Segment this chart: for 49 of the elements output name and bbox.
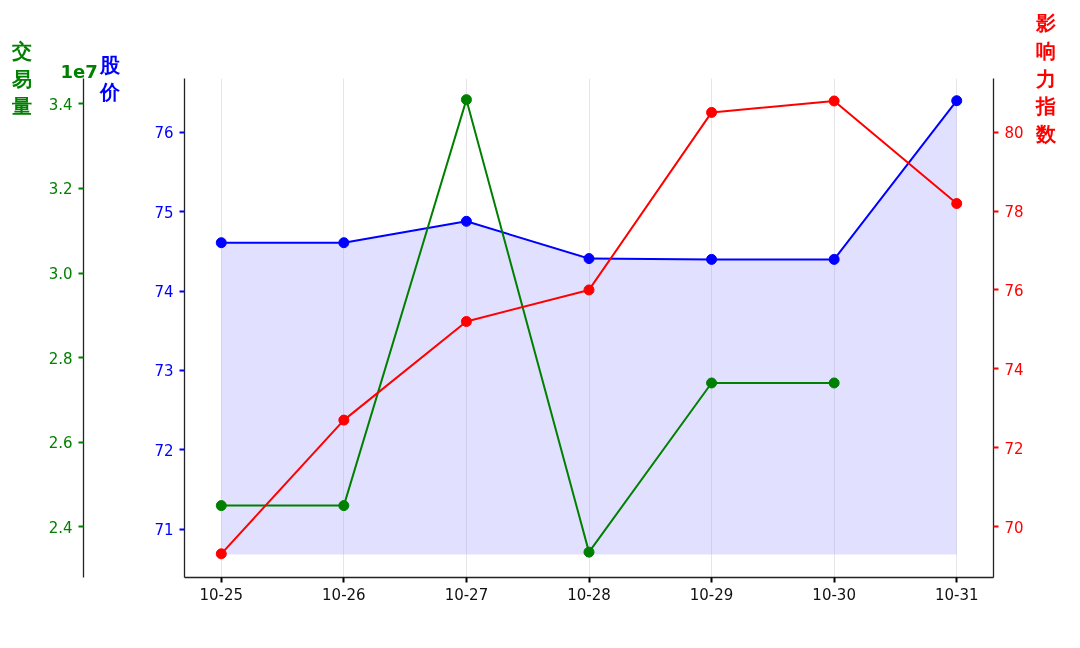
point	[828, 95, 840, 107]
y3-axis-title: 交易量	[10, 38, 32, 119]
y2-tick-label: 70	[1004, 518, 1024, 537]
point	[338, 414, 350, 426]
point	[951, 198, 963, 210]
x-tick-label: 10-29	[689, 585, 734, 604]
y2-tick-label: 80	[1004, 124, 1024, 143]
y2-tick-label: 78	[1004, 203, 1024, 222]
y2-tick-label: 76	[1004, 281, 1024, 300]
point	[460, 316, 472, 327]
text: 1e7	[60, 60, 98, 82]
x-tick-label: 10-31	[934, 585, 979, 604]
y-tick-label: 75	[154, 203, 174, 222]
x-tick-label: 10-27	[444, 585, 489, 604]
point	[460, 215, 472, 227]
y3-tick-label: 3.0	[48, 265, 73, 284]
y2-tick-label: 72	[1004, 439, 1024, 458]
point	[215, 500, 227, 512]
y2-tick-label: 74	[1004, 360, 1024, 379]
point	[706, 106, 718, 118]
point	[338, 500, 350, 512]
x-tick-label: 10-25	[199, 585, 244, 604]
y3-tick-label: 2.8	[48, 349, 73, 368]
y-tick-label: 76	[154, 124, 174, 143]
x-tick-label: 10-30	[812, 585, 856, 604]
point	[583, 546, 595, 558]
point	[828, 253, 840, 265]
point	[215, 237, 227, 249]
point	[951, 95, 963, 107]
point	[460, 94, 472, 106]
y3-tick-label: 3.4	[48, 95, 73, 114]
y-tick-label: 71	[154, 521, 174, 540]
x-tick-label: 10-26	[322, 585, 366, 604]
y-axis-title: 股价	[99, 52, 122, 105]
point	[215, 548, 227, 560]
y3-tick-label: 3.2	[48, 180, 73, 199]
point	[338, 237, 350, 249]
x-tick-label: 10-28	[567, 585, 611, 604]
y3-tick-label: 2.4	[48, 518, 73, 537]
point	[706, 253, 718, 265]
point	[706, 377, 718, 389]
y-tick-label: 74	[154, 283, 174, 302]
point	[583, 253, 595, 265]
y-tick-label: 73	[154, 362, 174, 381]
point	[583, 284, 595, 296]
point	[828, 377, 840, 389]
y2-axis-title: 影响力指数	[1034, 11, 1057, 146]
y-tick-label: 72	[154, 441, 174, 460]
y3-tick-label: 2.6	[48, 434, 73, 453]
